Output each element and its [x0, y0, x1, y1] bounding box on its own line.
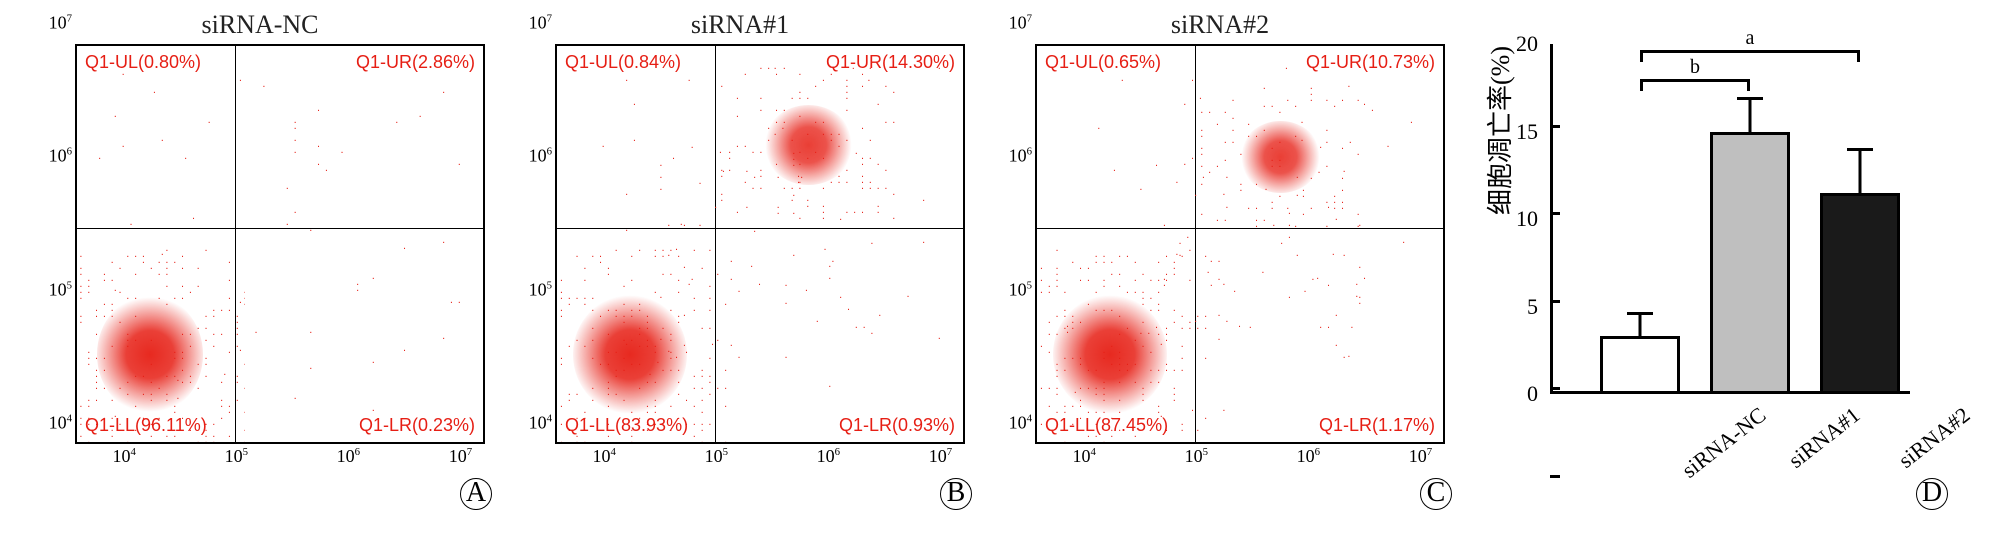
quadrant-label-ur: Q1-UR(2.86%) [356, 52, 475, 73]
quadrant-label-ul: Q1-UL(0.84%) [565, 52, 681, 73]
bar-x-label: siRNA#1 [1784, 402, 1866, 474]
quadrant-label-lr: Q1-LR(1.17%) [1319, 415, 1435, 436]
y-axis-label: 细胞凋亡率(%) [1480, 46, 1517, 215]
comparison-label: b [1690, 56, 1700, 79]
panel-title: siRNA#2 [980, 10, 1460, 44]
panel-letter: B [940, 478, 972, 510]
panel-letter: A [460, 478, 492, 510]
quadrant-label-ul: Q1-UL(0.65%) [1045, 52, 1161, 73]
scatter-panel-A: siRNA-NC · · [20, 10, 500, 510]
panel-letter: D [1916, 478, 1948, 510]
quadrant-label-ll: Q1-LL(96.11%) [85, 415, 207, 436]
bar-plot: ab [1550, 44, 1910, 394]
scatter-panel-B: siRNA#1 · · · · · · [500, 10, 980, 510]
comparison-label: a [1746, 27, 1755, 50]
figure-row: siRNA-NC · · [20, 10, 1984, 510]
barchart-panel: 05101520细胞凋亡率(%)absiRNA-NCsiRNA#1siRNA#2… [1460, 10, 1960, 510]
quadrant-label-ll: Q1-LL(87.45%) [1045, 415, 1168, 436]
quadrant-label-ur: Q1-UR(14.30%) [826, 52, 955, 73]
quadrant-label-lr: Q1-LR(0.93%) [839, 415, 955, 436]
scatter-panel-C: siRNA#2 · · · · [980, 10, 1460, 510]
bar-1 [1710, 132, 1790, 395]
bar-x-label: siRNA#2 [1894, 402, 1976, 474]
scatter-plot: · · · · [75, 44, 485, 444]
panel-title: siRNA-NC [20, 10, 500, 44]
bar-2 [1820, 193, 1900, 394]
quadrant-label-ul: Q1-UL(0.80%) [85, 52, 201, 73]
bar-0 [1600, 336, 1680, 394]
panel-title: siRNA#1 [500, 10, 980, 44]
quadrant-label-ur: Q1-UR(10.73%) [1306, 52, 1435, 73]
quadrant-label-lr: Q1-LR(0.23%) [359, 415, 475, 436]
panel-letter: C [1420, 478, 1452, 510]
scatter-plot: · · · · · · · · [555, 44, 965, 444]
quadrant-label-ll: Q1-LL(83.93%) [565, 415, 688, 436]
scatter-plot: · · · · [1035, 44, 1445, 444]
bar-x-label: siRNA-NC [1677, 402, 1771, 483]
